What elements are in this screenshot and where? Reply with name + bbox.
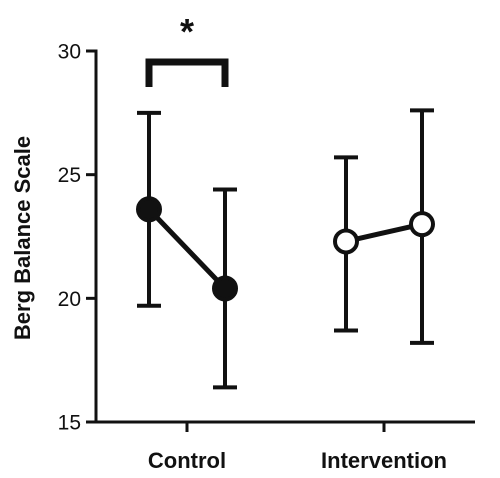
y-tick-label: 20	[58, 288, 81, 311]
series-intervention	[333, 108, 435, 345]
y-axis: 15 20 25 30	[58, 41, 98, 435]
data-point	[333, 228, 359, 255]
data-point	[136, 196, 162, 223]
x-axis: Control Intervention	[96, 420, 475, 473]
x-tick-label: Control	[148, 448, 226, 473]
y-tick-label: 15	[58, 412, 81, 435]
y-axis-title: Berg Balance Scale	[10, 136, 35, 340]
data-point	[409, 211, 435, 238]
data-point	[212, 275, 238, 302]
significance-label: *	[180, 11, 194, 52]
series-line	[147, 207, 227, 291]
y-tick-label: 25	[58, 164, 81, 187]
x-tick-label: Intervention	[321, 448, 447, 473]
series-control	[136, 110, 238, 390]
chart-marks: *	[136, 11, 435, 390]
significance-bracket: *	[145, 11, 229, 87]
bracket-line	[145, 58, 229, 87]
y-tick-label: 30	[58, 41, 81, 64]
